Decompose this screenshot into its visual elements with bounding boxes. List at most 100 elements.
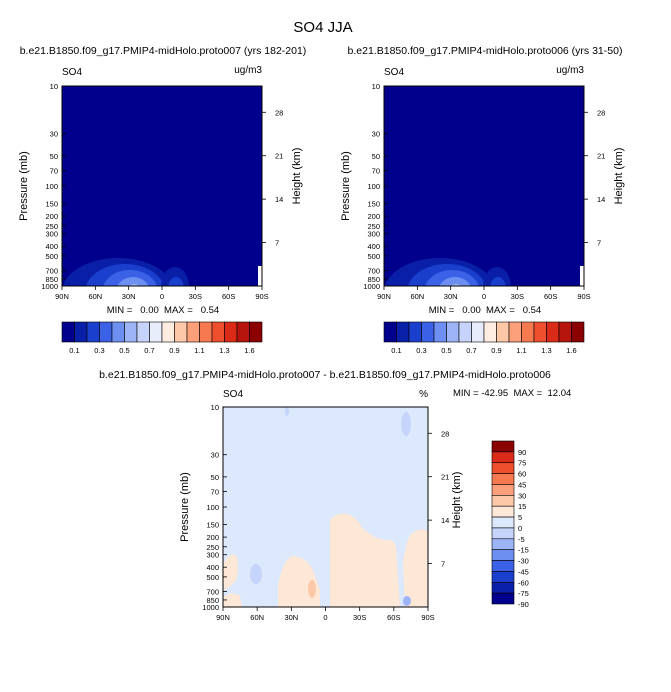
panel-1-ytick-label: 850 (45, 275, 58, 284)
panel-3-xtick-label: 30S (353, 613, 366, 622)
panel-2-ytick-label: 300 (367, 230, 380, 239)
colorbar-3-swatch (491, 549, 515, 561)
panel-3-ytick-label: 70 (211, 488, 219, 497)
panel-3-ytick-label: 500 (206, 573, 219, 582)
colorbar-2-swatch (471, 321, 485, 343)
panel-3-negative-core-2 (401, 412, 411, 436)
panel-1-ytick-label: 200 (45, 212, 58, 221)
panel-3-ytick-right-label: 21 (441, 473, 449, 482)
colorbar-1-swatch (136, 321, 150, 343)
panel-1-xtick-label: 90S (255, 292, 268, 301)
panel-1-ytick-right-label: 14 (275, 195, 283, 204)
panel-3-variable: SO4 (223, 389, 243, 400)
panel-1-ytick-right-label: 21 (275, 152, 283, 161)
panel-1-surface-mask (258, 266, 262, 286)
panel-1-xtick-label: 90N (55, 292, 69, 301)
colorbar-1-swatch (74, 321, 88, 343)
panel-2-ytick-label: 150 (367, 200, 380, 209)
panel-1-ytick-label: 300 (45, 230, 58, 239)
colorbar-3-label: 45 (518, 480, 526, 489)
colorbar-2-swatch (458, 321, 472, 343)
colorbar-1-swatch (161, 321, 175, 343)
panel-3-positive-region-4 (223, 554, 238, 590)
colorbar-2-swatch (483, 321, 497, 343)
colorbar-3-label: -75 (518, 589, 529, 598)
colorbar-1-label: 1.3 (219, 346, 229, 355)
colorbar-2-swatch (558, 321, 572, 343)
panel-1-ytick-label: 250 (45, 222, 58, 231)
colorbar-1-swatch (174, 321, 188, 343)
panel-3-ytick-label: 300 (206, 551, 219, 560)
panel-2-xtick-label: 30S (511, 292, 524, 301)
colorbar-3-swatch (491, 451, 515, 464)
panel-1-xtick-label: 30S (189, 292, 202, 301)
colorbar-2-label: 1.6 (566, 346, 576, 355)
panel-2-ytick-label: 100 (367, 182, 380, 191)
panel-2-ylabel: Pressure (mb) (340, 151, 352, 221)
colorbar-3-label: -60 (518, 578, 529, 587)
panel-3-negative-core-3 (285, 407, 289, 416)
panel-2-ytick-right-label: 14 (597, 195, 605, 204)
panel-3-ytick-label: 150 (206, 521, 219, 530)
panel-3-title: b.e21.B1850.f09_g17.PMIP4-midHolo.proto0… (99, 369, 551, 381)
colorbar-3-label: 75 (518, 459, 526, 468)
panel-3-xtick-label: 60N (250, 613, 264, 622)
panel-1-background-fill (62, 86, 262, 286)
colorbar-3-swatch (491, 440, 515, 453)
panel-3-xtick-label: 60S (387, 613, 400, 622)
panel-1: b.e21.B1850.f09_g17.PMIP4-midHolo.proto0… (18, 45, 306, 355)
panel-2: b.e21.B1850.f09_g17.PMIP4-midHolo.proto0… (340, 45, 625, 355)
figure-title: SO4 JJA (293, 19, 352, 36)
colorbar-2-swatch (408, 321, 422, 343)
panel-2-background-fill (384, 86, 584, 286)
panel-2-ytick-label: 1000 (363, 282, 380, 291)
panel-2-ytick-label: 30 (372, 130, 380, 139)
panel-1-variable: SO4 (62, 67, 82, 78)
panel-2-xtick-label: 90S (577, 292, 590, 301)
panel-1-ytick-label: 700 (45, 267, 58, 276)
panel-2-ytick-label: 700 (367, 267, 380, 276)
colorbar-2-label: 1.3 (541, 346, 551, 355)
panel-1-contour-4 (117, 277, 149, 286)
panel-1-colorbar: 0.1 0.3 0.5 0.7 0.9 1.1 1.3 1.6 (61, 321, 263, 355)
panel-3-negative-core-4 (403, 596, 411, 606)
colorbar-3-label: 30 (518, 491, 526, 500)
panel-2-surface-mask (580, 266, 584, 286)
panel-3-stats: MIN = -42.95 MAX = 12.04 (453, 388, 571, 399)
colorbar-1-swatch (186, 321, 200, 343)
panel-1-xtick-label: 60S (222, 292, 235, 301)
colorbar-2-label: 0.9 (491, 346, 501, 355)
colorbar-3-swatch (491, 571, 515, 583)
colorbar-2-label: 0.7 (466, 346, 476, 355)
colorbar-2-swatch (533, 321, 547, 343)
panel-3-ytick-label: 250 (206, 543, 219, 552)
colorbar-2-label: 0.5 (441, 346, 451, 355)
colorbar-1-label: 1.6 (244, 346, 254, 355)
panel-3-positive-region-2 (403, 529, 428, 607)
colorbar-1-swatch (149, 321, 163, 343)
panel-1-ytick-label: 50 (50, 152, 58, 161)
panel-3-ytick-right-label: 14 (441, 516, 449, 525)
colorbar-1-swatch (61, 321, 75, 343)
panel-2-ytick-right-label: 21 (597, 152, 605, 161)
panel-1-field (62, 86, 262, 286)
panel-3-xtick-label: 90S (421, 613, 434, 622)
panel-2-xtick-label: 60S (544, 292, 557, 301)
colorbar-3-label: -45 (518, 567, 529, 576)
panel-2-units: ug/m3 (556, 65, 584, 76)
panel-2-ytick-label: 850 (367, 275, 380, 284)
colorbar-2-swatch (396, 321, 410, 343)
panel-2-xtick-label: 30N (444, 292, 458, 301)
colorbar-1-label: 1.1 (194, 346, 204, 355)
colorbar-1-swatch (211, 321, 225, 343)
colorbar-3-swatch (491, 473, 515, 485)
colorbar-1-label: 0.9 (169, 346, 179, 355)
panel-3-xtick-label: 30N (284, 613, 298, 622)
panel-1-ytick-label: 30 (50, 130, 58, 139)
colorbar-3-swatch (491, 484, 515, 496)
panel-2-contour-7 (490, 277, 506, 286)
panel-1-ytick-right-label: 7 (275, 239, 279, 248)
colorbar-2-swatch (521, 321, 535, 343)
panel-3: b.e21.B1850.f09_g17.PMIP4-midHolo.proto0… (99, 369, 571, 622)
